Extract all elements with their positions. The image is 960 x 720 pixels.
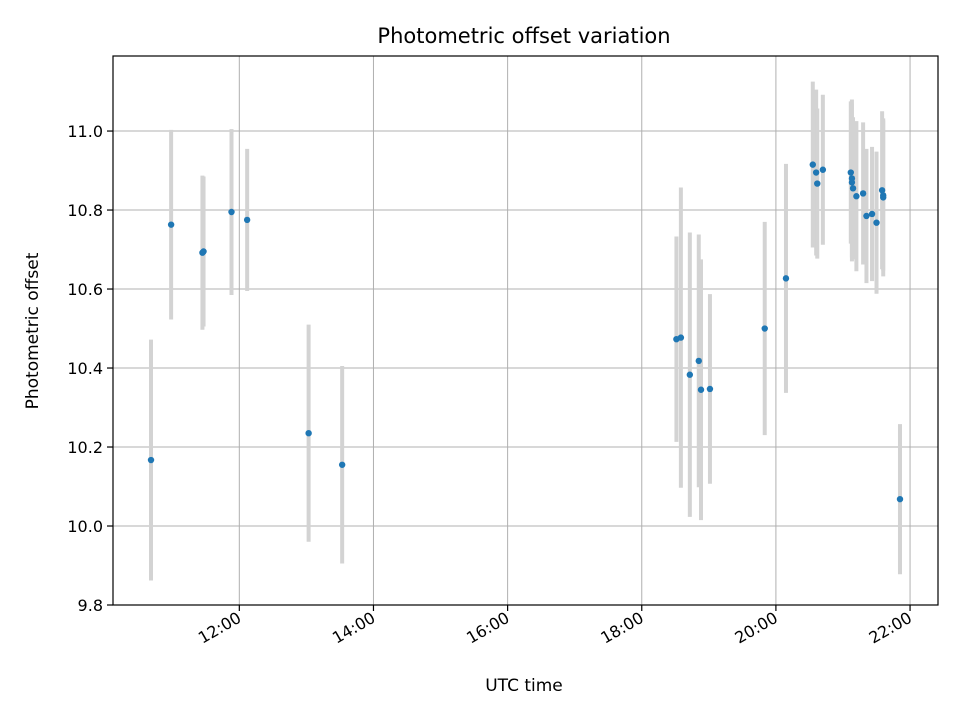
- data-point: [896, 495, 904, 503]
- data-point: [863, 212, 870, 220]
- data-point: [695, 357, 702, 365]
- data-point: [706, 385, 714, 393]
- data-point: [697, 386, 705, 393]
- data-point: [847, 169, 855, 176]
- data-point: [878, 187, 886, 194]
- data-point: [868, 210, 876, 218]
- data-point: [761, 325, 768, 332]
- data-point: [782, 275, 790, 282]
- data-point: [849, 185, 857, 192]
- data-point: [686, 371, 694, 378]
- data-point: [243, 216, 251, 224]
- y-tick-label: 9.8: [78, 596, 103, 615]
- data-point: [228, 208, 235, 216]
- data-point: [338, 461, 346, 468]
- x-axis-title: UTC time: [485, 676, 563, 696]
- data-point: [305, 429, 312, 437]
- data-point: [880, 194, 887, 201]
- y-tick-label: 11.0: [67, 122, 103, 141]
- plot-frame: [112, 55, 939, 606]
- data-point: [167, 221, 175, 228]
- data-point: [147, 456, 155, 464]
- data-point: [859, 190, 867, 197]
- data-point: [809, 161, 816, 168]
- y-tick-label: 10.2: [67, 438, 103, 457]
- data-point: [200, 248, 207, 255]
- data-point: [848, 179, 856, 186]
- data-points: [147, 161, 904, 503]
- data-point: [677, 334, 685, 341]
- y-tick-label: 10.0: [67, 517, 103, 536]
- y-tick-label: 10.8: [67, 201, 103, 220]
- y-tick-label: 10.4: [67, 359, 103, 378]
- data-point: [819, 166, 827, 173]
- chart-title: Photometric offset variation: [377, 24, 670, 48]
- data-point: [853, 193, 860, 200]
- y-tick-label: 10.6: [67, 280, 103, 299]
- grid: [113, 56, 938, 606]
- data-point: [812, 169, 820, 176]
- data-point: [814, 180, 821, 187]
- data-point: [873, 219, 880, 226]
- y-axis-title: Photometric offset: [23, 252, 43, 409]
